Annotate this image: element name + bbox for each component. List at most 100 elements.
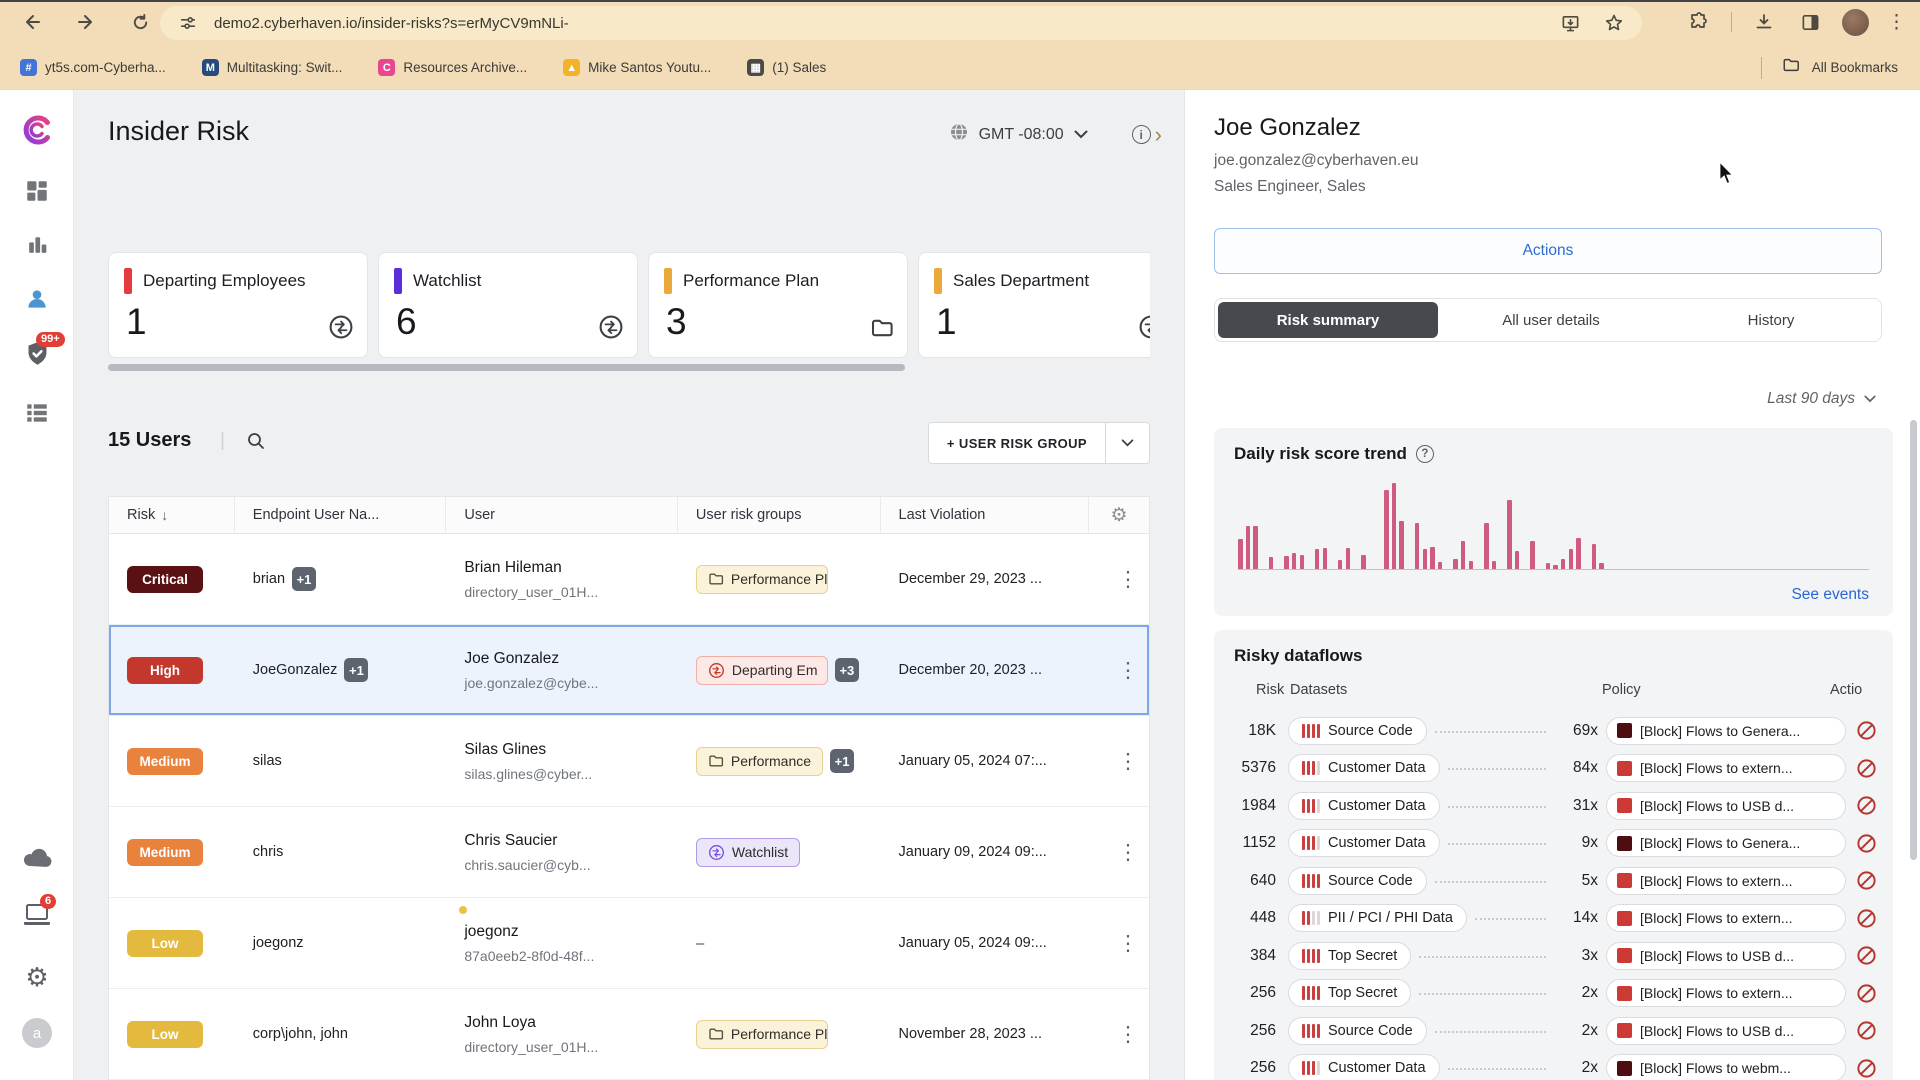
all-bookmarks-label[interactable]: All Bookmarks — [1811, 60, 1898, 75]
profile-avatar[interactable] — [1842, 8, 1869, 36]
downloads-icon[interactable] — [1750, 8, 1778, 36]
sidebar-item-dashboard[interactable] — [0, 178, 74, 204]
bookmark-item[interactable]: ▦ (1) Sales — [747, 59, 826, 76]
dataflow-row[interactable]: 5376 Customer Data 84x [Block] Flows to ext… — [1214, 750, 1893, 788]
column-header-endpoint[interactable]: Endpoint User Na... — [235, 497, 447, 533]
summary-card[interactable]: Performance Plan 3 — [648, 252, 908, 358]
dataflow-row[interactable]: 640 Source Code 5x [Block] Flows to extern.… — [1214, 862, 1893, 900]
block-icon[interactable] — [1856, 945, 1877, 966]
dataset-pill[interactable]: Customer Data — [1288, 829, 1440, 858]
see-events-link[interactable]: See events — [1791, 586, 1869, 603]
dataset-pill[interactable]: Customer Data — [1288, 1054, 1440, 1080]
dataflow-row[interactable]: 18K Source Code 69x [Block] Flows to Genera… — [1214, 712, 1893, 750]
dataset-pill[interactable]: Source Code — [1288, 1016, 1427, 1045]
bookmark-item[interactable]: C Resources Archive... — [378, 59, 527, 76]
dataflow-row[interactable]: 1152 Customer Data 9x [Block] Flows to Gene… — [1214, 825, 1893, 863]
risk-group-chip[interactable]: Watchlist — [695, 837, 801, 867]
risk-group-chip[interactable]: Performance Plan — [695, 564, 828, 594]
user-risk-group-label[interactable]: + USER RISK GROUP — [946, 435, 1087, 451]
bookmark-item[interactable]: ▲ Mike Santos Youtu... — [563, 59, 711, 76]
info-icon[interactable]: i — [1131, 125, 1151, 144]
policy-pill[interactable]: [Block] Flows to webm... — [1606, 1054, 1846, 1080]
url-bar[interactable]: demo2.cyberhaven.io/insider-risks?s=erMy… — [160, 6, 1642, 40]
more-endpoints-badge[interactable]: +1 — [344, 658, 369, 682]
search-icon[interactable] — [246, 431, 266, 456]
site-info-icon[interactable] — [174, 9, 202, 37]
extensions-icon[interactable] — [1685, 8, 1713, 36]
dataset-pill[interactable]: Source Code — [1288, 716, 1427, 745]
block-icon[interactable] — [1856, 1058, 1877, 1079]
more-groups-badge[interactable]: +3 — [834, 658, 859, 682]
column-header-user[interactable]: User — [446, 497, 678, 533]
block-icon[interactable] — [1856, 983, 1877, 1004]
timezone-selector[interactable]: GMT -08:00 — [978, 125, 1064, 143]
row-menu-icon[interactable]: ⋮ — [1117, 1022, 1139, 1046]
bookmark-item[interactable]: M Multitasking: Swit... — [201, 59, 342, 76]
policy-pill[interactable]: [Block] Flows to Genera... — [1606, 716, 1846, 745]
forward-icon[interactable] — [72, 8, 100, 36]
table-row[interactable]: Low corp\john, john John Loya directory_use… — [109, 989, 1149, 1080]
summary-card[interactable]: Sales Department 1 — [918, 252, 1150, 358]
risk-group-chip[interactable]: Departing Em — [695, 655, 828, 685]
column-header-risk[interactable]: Risk ↓ — [109, 497, 235, 533]
actions-button[interactable]: Actions — [1214, 228, 1882, 274]
side-panel-icon[interactable] — [1796, 8, 1824, 36]
more-groups-badge[interactable]: +1 — [830, 749, 855, 773]
tab-all-user-details[interactable]: All user details — [1502, 311, 1600, 329]
block-icon[interactable] — [1856, 795, 1877, 816]
tab-risk-summary[interactable]: Risk summary — [1218, 302, 1438, 338]
dataflow-row[interactable]: 256 Source Code 2x [Block] Flows to USB d..… — [1214, 1012, 1893, 1050]
risk-group-chip[interactable]: Performance — [695, 746, 824, 776]
table-row[interactable]: Medium chris Chris Saucier chris.saucier@cy… — [109, 807, 1149, 898]
policy-pill[interactable]: [Block] Flows to USB d... — [1606, 941, 1846, 970]
help-icon[interactable]: ? — [1415, 445, 1434, 463]
bookmark-star-icon[interactable] — [1600, 9, 1628, 37]
dataset-pill[interactable]: Top Secret — [1288, 979, 1412, 1008]
sidebar-item-devices[interactable]: 6 — [0, 894, 74, 928]
dataset-pill[interactable]: Customer Data — [1288, 791, 1440, 820]
cyberhaven-logo-icon[interactable] — [0, 112, 74, 148]
dataset-pill[interactable]: PII / PCI / PHI Data — [1288, 904, 1467, 933]
policy-pill[interactable]: [Block] Flows to USB d... — [1606, 791, 1846, 820]
back-icon[interactable] — [18, 8, 46, 36]
table-row[interactable]: Low joegonz joegonz 87a0eeb2-8f0d-48f... – Ja… — [109, 898, 1149, 989]
table-row[interactable]: High JoeGonzalez +1 Joe Gonzalez joe.gonzale… — [109, 625, 1149, 716]
policy-pill[interactable]: [Block] Flows to extern... — [1606, 866, 1846, 895]
summary-card[interactable]: Departing Employees 1 — [108, 252, 368, 358]
user-risk-group-dropdown[interactable] — [1105, 423, 1149, 463]
block-icon[interactable] — [1856, 870, 1877, 891]
sidebar-item-settings[interactable]: ⚙ — [25, 962, 49, 992]
policy-pill[interactable]: [Block] Flows to extern... — [1606, 904, 1846, 933]
user-risk-group-button[interactable]: + USER RISK GROUP — [927, 422, 1150, 464]
reload-icon[interactable] — [126, 8, 154, 36]
row-menu-icon[interactable]: ⋮ — [1117, 931, 1139, 955]
dataset-pill[interactable]: Top Secret — [1288, 941, 1412, 970]
chrome-menu-icon[interactable]: ⋮ — [1887, 11, 1906, 33]
bookmark-item[interactable]: # yt5s.com-Cyberha... — [20, 59, 166, 76]
policy-pill[interactable]: [Block] Flows to USB d... — [1606, 1016, 1846, 1045]
dataflow-row[interactable]: 256 Customer Data 2x [Block] Flows to webm.… — [1214, 1050, 1893, 1080]
column-header-violation[interactable]: Last Violation — [881, 497, 1090, 533]
block-icon[interactable] — [1856, 1020, 1877, 1041]
dataflow-row[interactable]: 384 Top Secret 3x [Block] Flows to USB d... — [1214, 937, 1893, 975]
block-icon[interactable] — [1856, 833, 1877, 854]
sidebar-item-policies[interactable]: 99+ — [0, 332, 74, 367]
panel-scrollbar[interactable] — [1910, 420, 1917, 860]
summary-card[interactable]: Watchlist 6 — [378, 252, 638, 358]
row-menu-icon[interactable]: ⋮ — [1117, 658, 1139, 682]
table-row[interactable]: Critical brian +1 Brian Hileman directory_us… — [109, 534, 1149, 625]
sidebar-item-cloud[interactable] — [0, 846, 74, 868]
policy-pill[interactable]: [Block] Flows to Genera... — [1606, 829, 1846, 858]
more-endpoints-badge[interactable]: +1 — [292, 567, 317, 591]
block-icon[interactable] — [1856, 758, 1877, 779]
url-text[interactable]: demo2.cyberhaven.io/insider-risks?s=erMy… — [214, 14, 569, 32]
dataflow-row[interactable]: 256 Top Secret 2x [Block] Flows to extern..… — [1214, 975, 1893, 1013]
row-menu-icon[interactable]: ⋮ — [1117, 840, 1139, 864]
cards-horizontal-scrollbar[interactable] — [108, 364, 905, 371]
policy-pill[interactable]: [Block] Flows to extern... — [1606, 754, 1846, 783]
chevron-down-icon[interactable] — [1074, 126, 1088, 144]
sidebar-item-lists[interactable] — [0, 400, 74, 426]
block-icon[interactable] — [1856, 908, 1877, 929]
row-menu-icon[interactable]: ⋮ — [1117, 749, 1139, 773]
sidebar-avatar[interactable]: a — [0, 1018, 74, 1048]
